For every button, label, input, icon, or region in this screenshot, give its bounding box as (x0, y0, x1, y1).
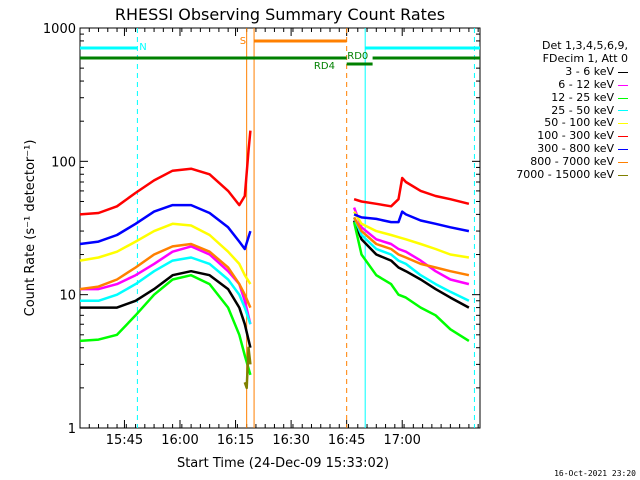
y-tick-label: 100 (51, 155, 76, 170)
chart-title: RHESSI Observing Summary Count Rates (115, 5, 445, 24)
legend-entry: 100 - 300 keV (516, 129, 628, 143)
segment-label: RD4 (314, 61, 335, 72)
axes-frame (79, 27, 481, 429)
legend-swatch (618, 71, 628, 73)
series-line (80, 216, 470, 325)
plot-area: 1 10 100 1000 15:45 16:00 16:15 16:30 16:45 17:00… (43, 22, 481, 448)
legend-swatch (618, 162, 628, 164)
legend-entry: 300 - 800 keV (516, 142, 628, 156)
legend-label: 100 - 300 keV (537, 129, 614, 143)
legend-rows: 3 - 6 keV 6 - 12 keV 12 - 25 keV 25 - 50 ke… (516, 64, 628, 182)
legend-label: 12 - 25 keV (551, 90, 614, 104)
legend-header-line-1: Det 1,3,4,5,6,9, (541, 39, 628, 52)
x-axis-label: Start Time (24-Dec-09 15:33:02) (177, 456, 389, 471)
segment-label: S (240, 36, 246, 47)
series-line (80, 220, 470, 348)
x-tick-label: 17:00 (383, 433, 420, 448)
legend-label: 300 - 800 keV (537, 142, 614, 156)
x-tick-label: 16:45 (328, 433, 365, 448)
series-line (79, 216, 470, 309)
segment-label: RD0 (347, 51, 368, 62)
legend-entry: 7000 - 15000 keV (516, 168, 628, 182)
legend-swatch (618, 84, 628, 86)
legend-entry: 6 - 12 keV (516, 77, 628, 92)
legend-label: 7000 - 15000 keV (516, 168, 614, 182)
legend-entry: 25 - 50 keV (516, 103, 628, 118)
x-tick-label: 16:15 (217, 433, 254, 448)
series-line (79, 130, 470, 216)
x-tick-label: 15:45 (106, 433, 143, 448)
series-line (243, 346, 252, 390)
legend-header-line-2: FDecim 1, Att 0 (542, 51, 628, 65)
legend-swatch (618, 110, 628, 112)
legend-label: 3 - 6 keV (565, 64, 614, 78)
x-tick-label: 16:00 (161, 433, 198, 448)
timestamp: 16-Oct-2021 23:20 (554, 469, 636, 478)
y-tick-label: 1 (68, 422, 76, 437)
legend: Det 1,3,4,5,6,9, FDecim 1, Att 0 3 - 6 k… (516, 39, 628, 182)
legend-swatch (618, 149, 628, 151)
series-line (79, 221, 470, 376)
x-tick-label: 16:30 (272, 433, 309, 448)
y-axis-label: Count Rate (s⁻¹ detector⁻¹) (23, 140, 38, 317)
legend-label: 25 - 50 keV (551, 103, 614, 117)
legend-swatch (618, 175, 628, 177)
legend-label: 800 - 7000 keV (530, 155, 614, 169)
legend-label: 50 - 100 keV (544, 116, 614, 130)
legend-entry: 50 - 100 keV (516, 117, 628, 130)
legend-entry: 800 - 7000 keV (516, 155, 628, 169)
legend-entry: 12 - 25 keV (516, 90, 628, 105)
legend-swatch (618, 136, 628, 138)
y-tick-label: 1000 (43, 22, 76, 37)
legend-label: 6 - 12 keV (558, 77, 614, 91)
legend-swatch (618, 97, 628, 99)
legend-swatch (618, 123, 628, 125)
segment-label: N (139, 42, 146, 53)
series-line (79, 203, 470, 251)
legend-entry: 3 - 6 keV (516, 64, 628, 79)
y-tick-label: 10 (59, 289, 76, 304)
series-line (79, 210, 470, 285)
